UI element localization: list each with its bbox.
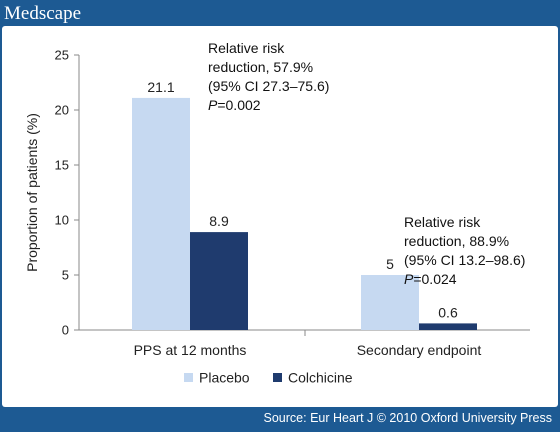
annotation-line: reduction, 88.9% (404, 233, 509, 249)
chart-panel: 0 5 10 15 20 25 Proportion of patients (%) 21.1… (2, 26, 558, 407)
y-tick-label: 15 (55, 158, 69, 173)
bar-chart: 0 5 10 15 20 25 Proportion of patients (%) 21.1… (24, 40, 530, 386)
bar-colchicine-0 (190, 232, 248, 330)
brand-logo: Medscape (4, 3, 82, 24)
x-category-label: PPS at 12 months (134, 342, 247, 358)
source-caption: Source: Eur Heart J © 2010 Oxford Univer… (263, 411, 552, 425)
annotation-p-value: P=0.024 (404, 271, 457, 287)
x-category-label: Secondary endpoint (357, 342, 482, 358)
annotation-line: Relative risk (208, 40, 285, 56)
y-tick-label: 20 (55, 103, 69, 118)
y-axis-label: Proportion of patients (%) (24, 113, 40, 272)
annotation-p-value: P=0.002 (208, 97, 261, 113)
annotation-line: (95% CI 13.2–98.6) (404, 252, 525, 268)
legend-label-colchicine: Colchicine (288, 370, 353, 386)
legend-swatch-placebo (184, 373, 193, 382)
y-tick-label: 10 (55, 213, 69, 228)
data-label: 5 (386, 256, 394, 272)
legend-label-placebo: Placebo (199, 370, 250, 386)
data-label: 8.9 (209, 213, 229, 229)
bar-placebo-0 (132, 97, 190, 331)
y-tick-label: 0 (62, 323, 69, 338)
bar-placebo-1 (361, 275, 419, 330)
data-label: 21.1 (147, 79, 174, 95)
annotation-line: reduction, 57.9% (208, 59, 313, 75)
bar-colchicine-1 (419, 323, 477, 330)
y-tick-label: 5 (62, 268, 69, 283)
annotation-line: (95% CI 27.3–75.6) (208, 78, 329, 94)
y-tick-label: 25 (55, 48, 69, 63)
data-label: 0.6 (438, 304, 458, 320)
annotation-line: Relative risk (404, 214, 481, 230)
legend-swatch-colchicine (273, 373, 282, 382)
